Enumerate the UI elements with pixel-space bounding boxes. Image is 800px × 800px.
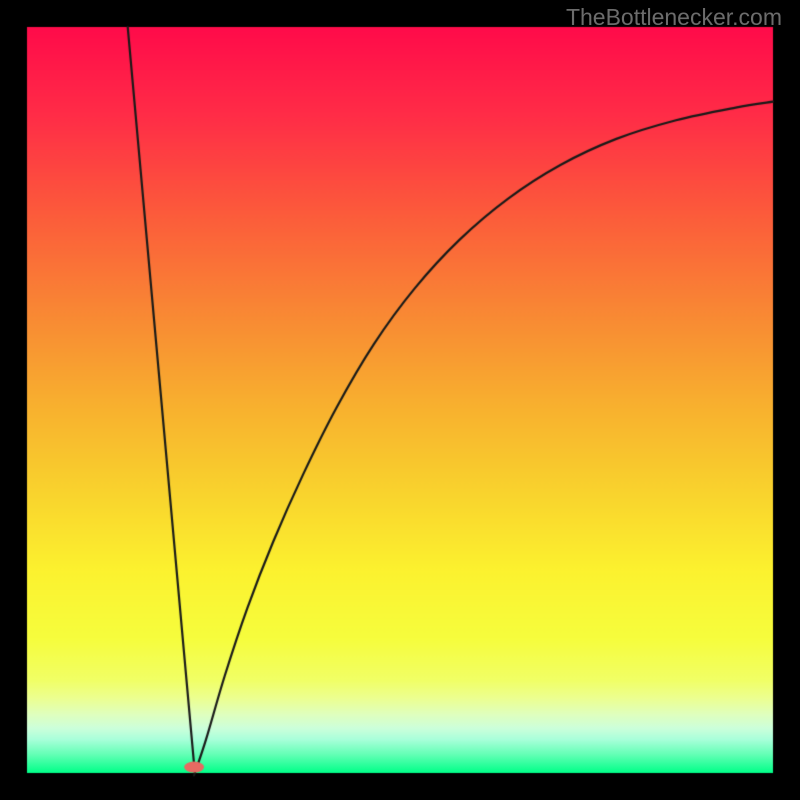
bottleneck-chart-canvas <box>0 0 800 800</box>
chart-container: TheBottlenecker.com <box>0 0 800 800</box>
watermark-label: TheBottlenecker.com <box>566 4 782 31</box>
